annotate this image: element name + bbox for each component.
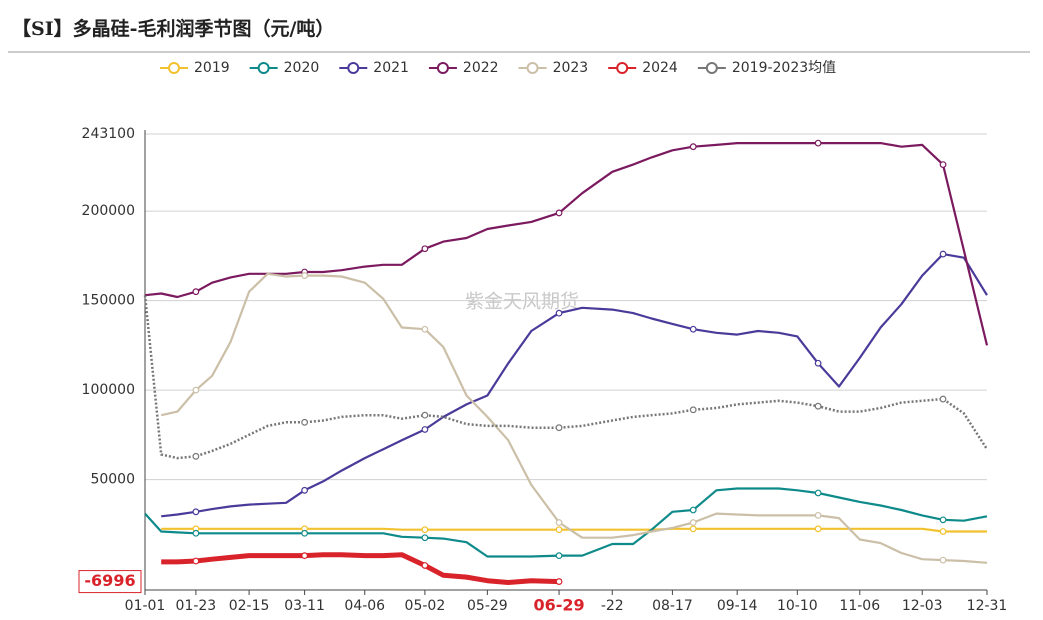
legend-item: 2023 — [518, 60, 589, 76]
point-marker — [814, 525, 822, 533]
point-marker — [689, 519, 697, 526]
point-marker — [555, 552, 563, 560]
legend-item: 2024 — [608, 60, 678, 76]
y-tick-label: 243100 — [82, 126, 135, 142]
series-line — [160, 272, 988, 564]
y-tick-label: 150000 — [82, 293, 135, 309]
point-marker — [939, 516, 947, 524]
point-marker — [301, 529, 309, 537]
x-tick-label: 09-14 — [717, 598, 758, 614]
point-marker — [421, 534, 429, 542]
series-line — [161, 552, 560, 585]
point-marker — [192, 452, 200, 460]
legend-item: 2021 — [339, 60, 409, 76]
legend-item: 2019-2023均值 — [697, 60, 836, 76]
point-marker — [192, 288, 200, 296]
legend-swatch-dot — [257, 62, 270, 74]
legend-swatch-dot — [616, 62, 629, 74]
point-marker — [421, 426, 429, 433]
legend-swatch-dot — [347, 62, 360, 74]
x-tick-label: 02-15 — [229, 598, 270, 614]
series-line — [143, 295, 989, 460]
chart-title: 【SI】多晶硅-毛利润季节图（元/吨） — [12, 17, 334, 40]
point-marker — [555, 424, 563, 432]
x-tick-label: 12-03 — [902, 598, 943, 614]
x-tick-label: 05-02 — [405, 598, 446, 614]
legend-swatch-dot — [436, 62, 449, 74]
x-tick-label: 04-06 — [344, 598, 385, 614]
legend-label: 2019 — [194, 60, 230, 76]
x-tick-label: 01-01 — [125, 598, 166, 614]
watermark: 紫金天风期货 — [465, 291, 579, 313]
legend-item: 2022 — [428, 60, 499, 76]
point-marker — [814, 359, 822, 367]
point-marker — [555, 209, 563, 217]
point-marker — [421, 325, 429, 333]
point-marker — [689, 143, 697, 151]
y-tick-label: 50000 — [90, 472, 135, 488]
point-marker — [301, 486, 309, 494]
point-marker — [421, 562, 429, 569]
legend-swatch-dot — [168, 62, 180, 74]
point-marker — [814, 402, 822, 410]
point-marker — [301, 272, 309, 279]
point-marker — [814, 489, 822, 497]
x-tick-label: 11-06 — [839, 598, 880, 614]
point-marker — [689, 506, 697, 514]
legend-item: 2019 — [160, 60, 230, 76]
point-marker — [421, 411, 429, 419]
point-marker — [555, 519, 563, 526]
point-marker — [939, 250, 947, 258]
x-tick-label: 01-23 — [176, 598, 217, 614]
point-marker — [192, 508, 200, 516]
point-marker — [939, 395, 947, 403]
point-marker — [555, 526, 563, 534]
y-tick-label: 200000 — [82, 203, 135, 219]
point-marker — [421, 526, 429, 534]
legend-label: 2023 — [553, 60, 589, 76]
x-tick-label: 05-29 — [467, 598, 508, 614]
current-value-label: -6996 — [84, 571, 135, 590]
legend-label: 2022 — [463, 60, 499, 76]
point-marker — [301, 418, 309, 426]
point-marker — [689, 406, 697, 414]
point-marker — [689, 525, 697, 533]
legend-label: 2024 — [642, 60, 678, 76]
point-marker — [555, 309, 563, 317]
point-marker — [301, 552, 309, 560]
legend-swatch-dot — [526, 62, 539, 74]
legend-label: 2021 — [373, 60, 409, 76]
legend-label: 2020 — [284, 60, 320, 76]
point-marker — [814, 139, 822, 147]
x-tick-label: 06-29 — [533, 596, 584, 615]
x-tick-label: 12-31 — [967, 598, 1008, 614]
legend-label: 2019-2023均值 — [732, 60, 836, 76]
series-line — [144, 487, 988, 558]
point-marker — [555, 578, 563, 585]
point-marker — [939, 161, 947, 169]
series-line — [144, 142, 989, 346]
point-marker — [192, 529, 200, 537]
point-marker — [814, 511, 822, 519]
point-marker — [939, 528, 947, 535]
point-marker — [939, 556, 947, 564]
x-tick-label: 03-11 — [284, 598, 325, 614]
x-tick-label: -22 — [601, 598, 624, 614]
legend-swatch-dot — [705, 62, 718, 74]
x-tick-label: 08-17 — [652, 598, 693, 614]
point-marker — [192, 386, 200, 394]
legend-item: 2020 — [249, 60, 320, 76]
x-tick-label: 10-10 — [777, 598, 818, 614]
current-value-box — [78, 570, 142, 594]
point-marker — [689, 325, 697, 333]
y-tick-label: 100000 — [82, 382, 135, 398]
point-marker — [192, 557, 200, 565]
point-marker — [421, 245, 429, 253]
